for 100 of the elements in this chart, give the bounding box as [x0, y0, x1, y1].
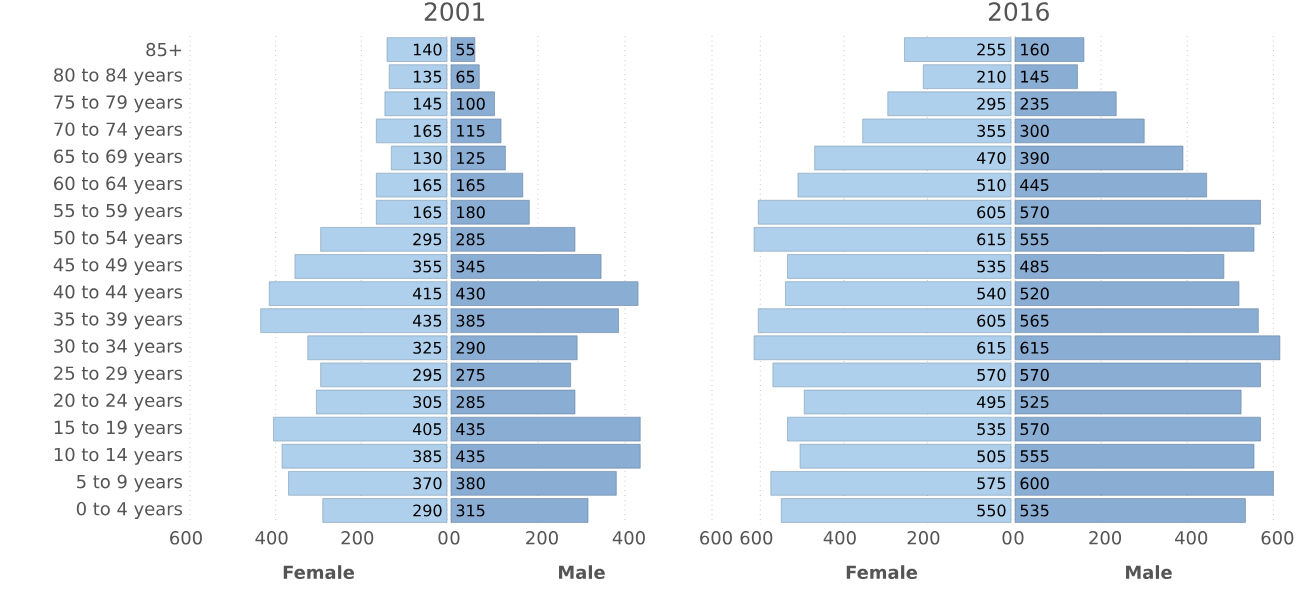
data-label: 555	[1020, 450, 1049, 463]
data-label: 605	[977, 206, 1006, 219]
data-label: 115	[457, 124, 485, 137]
x-tick-label: 400	[255, 531, 288, 545]
data-label: 615	[977, 341, 1006, 354]
data-label: 570	[977, 368, 1006, 381]
data-label: 100	[457, 97, 485, 110]
y-tick-label: 70 to 74 years	[54, 122, 183, 140]
data-label: 495	[976, 395, 1006, 409]
data-label: 315	[456, 504, 485, 517]
data-label: 300	[1020, 124, 1049, 137]
x-tick-label: 0	[1002, 531, 1012, 545]
x-tick-label: 600	[170, 531, 202, 545]
y-tick-label: 5 to 9 years	[77, 474, 183, 492]
data-label: 165	[413, 206, 442, 219]
data-label: 355	[413, 260, 442, 273]
data-label: 305	[413, 395, 442, 409]
data-label: 210	[977, 70, 1006, 83]
y-tick-label: 60 to 64 years	[54, 176, 183, 194]
data-label: 565	[1020, 314, 1049, 327]
data-label: 380	[456, 477, 485, 490]
data-label: 165	[457, 179, 485, 192]
x-tick-label: 0	[1014, 531, 1024, 545]
data-label: 510	[977, 179, 1006, 192]
data-label: 180	[457, 206, 485, 219]
data-label: 390	[1020, 151, 1049, 165]
x-axis-title: Female	[283, 565, 355, 580]
data-label: 145	[1021, 70, 1049, 83]
data-label: 605	[977, 314, 1006, 327]
data-label: 235	[1020, 97, 1049, 110]
data-label: 325	[413, 341, 442, 354]
y-tick-label: 45 to 49 years	[53, 257, 183, 275]
x-tick-label: 200	[907, 531, 940, 545]
data-label: 435	[412, 314, 442, 327]
data-label: 55	[456, 43, 475, 56]
data-label: 520	[1020, 287, 1049, 300]
data-label: 615	[977, 233, 1006, 246]
y-tick-label: 85+	[146, 42, 182, 57]
y-tick-label: 25 to 29 years	[54, 366, 183, 384]
data-label: 435	[456, 450, 485, 463]
y-tick-label: 40 to 44 years	[53, 285, 183, 303]
data-label: 290	[413, 504, 442, 517]
x-tick-label: 400	[823, 531, 856, 545]
data-label: 255	[977, 43, 1006, 56]
data-label: 550	[977, 504, 1006, 517]
data-label: 535	[977, 423, 1006, 436]
x-tick-label: 600	[700, 531, 732, 545]
x-tick-label: 0	[450, 531, 460, 545]
y-tick-label: 35 to 39 years	[54, 312, 183, 330]
data-label: 145	[413, 97, 442, 110]
data-label: 445	[1020, 179, 1049, 192]
data-label: 140	[413, 43, 442, 56]
data-label: 295	[413, 368, 442, 381]
data-label: 135	[413, 70, 442, 83]
data-label: 130	[413, 151, 442, 165]
data-label: 405	[412, 423, 442, 436]
data-label: 165	[413, 179, 442, 192]
data-label: 165	[413, 124, 442, 137]
data-label: 435	[456, 423, 485, 436]
x-tick-label: 0	[438, 531, 448, 545]
data-label: 570	[1020, 206, 1049, 219]
data-label: 570	[1020, 368, 1049, 381]
x-tick-label: 400	[1175, 531, 1208, 545]
data-label: 385	[456, 314, 485, 327]
data-label: 125	[457, 151, 485, 165]
data-label: 600	[1020, 477, 1049, 490]
data-label: 575	[977, 477, 1006, 490]
x-tick-label: 400	[612, 531, 645, 545]
data-label: 555	[1020, 233, 1049, 246]
data-label: 470	[976, 151, 1006, 165]
data-label: 295	[413, 233, 442, 246]
data-label: 285	[456, 233, 485, 246]
data-label: 295	[977, 97, 1006, 110]
data-label: 355	[977, 124, 1006, 137]
y-tick-label: 75 to 79 years	[54, 95, 183, 113]
data-label: 535	[1020, 504, 1049, 517]
x-tick-label: 600	[740, 531, 773, 545]
x-tick-label: 200	[526, 531, 558, 545]
x-tick-label: 600	[1261, 531, 1294, 545]
data-label: 385	[413, 450, 442, 463]
y-tick-label: 80 to 84 years	[54, 68, 183, 86]
y-tick-label: 0 to 4 years	[76, 501, 183, 519]
data-label: 540	[977, 287, 1006, 300]
x-axis-title: Male	[1126, 565, 1172, 580]
x-tick-label: 200	[341, 531, 374, 545]
y-tick-label: 10 to 14 years	[54, 447, 183, 465]
data-label: 275	[456, 368, 485, 381]
data-label: 485	[1020, 260, 1049, 273]
data-label: 535	[977, 260, 1006, 273]
data-label: 570	[1020, 423, 1049, 436]
data-label: 430	[456, 287, 485, 300]
y-tick-label: 50 to 54 years	[54, 230, 183, 248]
data-label: 345	[456, 260, 485, 273]
y-tick-label: 65 to 69 years	[54, 149, 183, 167]
chart-title: 2001	[424, 2, 485, 22]
data-label: 370	[413, 477, 442, 490]
y-tick-label: 15 to 19 years	[54, 420, 183, 438]
data-label: 65	[456, 70, 475, 83]
data-label: 160	[1021, 43, 1049, 56]
data-label: 285	[456, 395, 485, 409]
